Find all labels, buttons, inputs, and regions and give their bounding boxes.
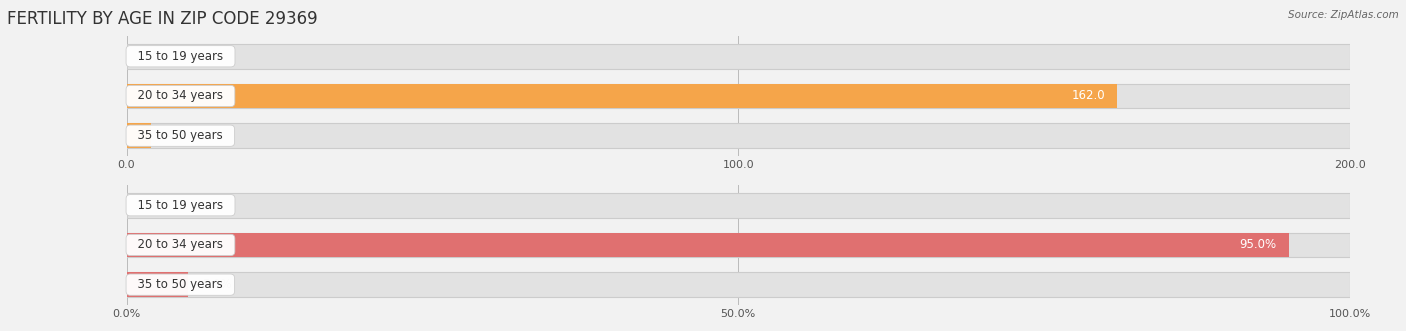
- Bar: [127, 44, 1350, 69]
- Bar: [127, 233, 1288, 257]
- Text: 15 to 19 years: 15 to 19 years: [131, 50, 231, 63]
- Text: 20 to 34 years: 20 to 34 years: [131, 238, 231, 252]
- Bar: [127, 233, 1350, 257]
- Bar: [127, 84, 1350, 108]
- Bar: [127, 272, 1350, 297]
- Bar: [127, 123, 1350, 148]
- Text: 0.0%: 0.0%: [141, 199, 172, 212]
- Bar: [127, 123, 150, 148]
- Text: Source: ZipAtlas.com: Source: ZipAtlas.com: [1288, 10, 1399, 20]
- Text: 35 to 50 years: 35 to 50 years: [131, 129, 231, 142]
- Text: 95.0%: 95.0%: [1239, 238, 1277, 252]
- Text: 0.0: 0.0: [141, 50, 160, 63]
- Text: 15 to 19 years: 15 to 19 years: [131, 199, 231, 212]
- Bar: [127, 84, 1118, 108]
- Text: FERTILITY BY AGE IN ZIP CODE 29369: FERTILITY BY AGE IN ZIP CODE 29369: [7, 10, 318, 28]
- Text: 4.0: 4.0: [166, 129, 184, 142]
- Text: 20 to 34 years: 20 to 34 years: [131, 89, 231, 103]
- Bar: [127, 193, 1350, 217]
- Bar: [127, 272, 188, 297]
- Text: 5.0%: 5.0%: [202, 278, 232, 291]
- Text: 35 to 50 years: 35 to 50 years: [131, 278, 231, 291]
- Text: 162.0: 162.0: [1071, 89, 1105, 103]
